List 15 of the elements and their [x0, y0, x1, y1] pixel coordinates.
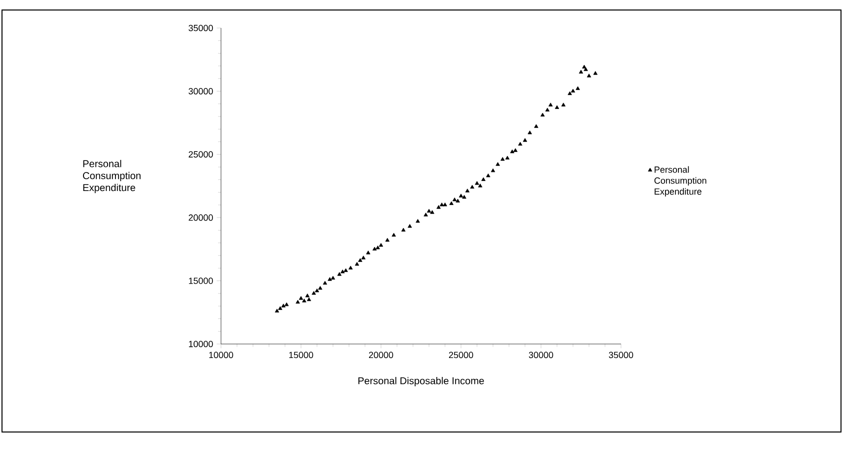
y-tick-label: 15000 [188, 278, 213, 284]
x-axis-title: Personal Disposable Income [358, 376, 484, 386]
x-tick-label: 20000 [368, 352, 394, 358]
y-axis-title: Personal Consumption Expenditure [82, 160, 141, 194]
x-tick-label: 10000 [209, 352, 234, 358]
x-tick-label: 35000 [608, 352, 634, 358]
y-tick-label: 35000 [188, 24, 213, 32]
y-tick-label: 25000 [188, 151, 213, 158]
x-tick-label: 30000 [528, 352, 554, 358]
x-tick-label: 15000 [289, 352, 314, 358]
legend-label: Personal Consumption Expenditure [654, 166, 706, 196]
y-tick-label: 20000 [188, 214, 213, 221]
y-tick-label: 10000 [188, 340, 213, 348]
x-tick-label: 25000 [448, 352, 474, 358]
y-tick-label: 30000 [188, 88, 213, 94]
